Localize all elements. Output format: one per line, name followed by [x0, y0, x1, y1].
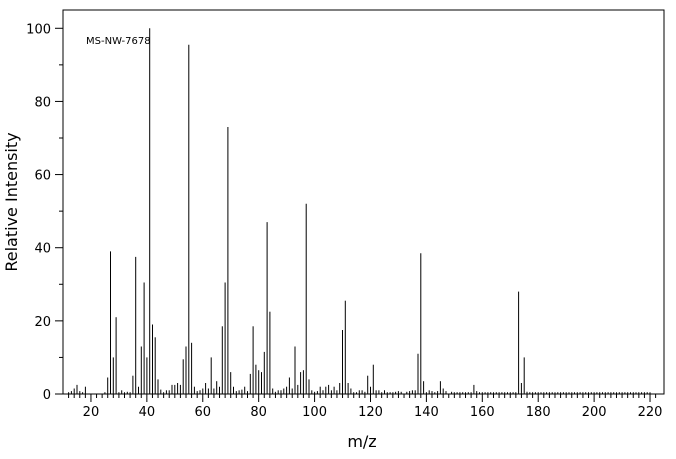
- y-tick-label: 20: [34, 315, 51, 330]
- x-tick-label: 100: [302, 405, 327, 420]
- x-tick-label: 80: [250, 405, 267, 420]
- y-tick-label: 40: [34, 242, 51, 257]
- y-tick-label: 100: [26, 22, 51, 37]
- y-axis-label: Relative Intensity: [2, 132, 21, 271]
- y-tick-label: 0: [43, 388, 51, 403]
- plot-frame: [62, 9, 665, 395]
- y-tick-label: 80: [34, 95, 51, 110]
- x-tick-label: 180: [526, 405, 551, 420]
- x-tick-label: 60: [194, 405, 211, 420]
- y-tick-label: 60: [34, 169, 51, 184]
- spectrum-id-annotation: MS-NW-7678: [86, 36, 151, 47]
- x-tick-label: 120: [358, 405, 383, 420]
- x-axis-ticks: 20 40 60 80 100 120 140 160 180 200 220: [68, 394, 663, 420]
- x-tick-label: 140: [414, 405, 439, 420]
- x-tick-label: 220: [638, 405, 663, 420]
- x-tick-label: 200: [582, 405, 607, 420]
- x-tick-label: 40: [139, 405, 156, 420]
- x-tick-label: 160: [470, 405, 495, 420]
- y-axis-ticks: 0 20 40 60 80 100: [26, 22, 63, 403]
- x-tick-label: 20: [83, 405, 100, 420]
- x-axis-label: m/z: [347, 432, 376, 451]
- peaks-layer: [68, 28, 651, 394]
